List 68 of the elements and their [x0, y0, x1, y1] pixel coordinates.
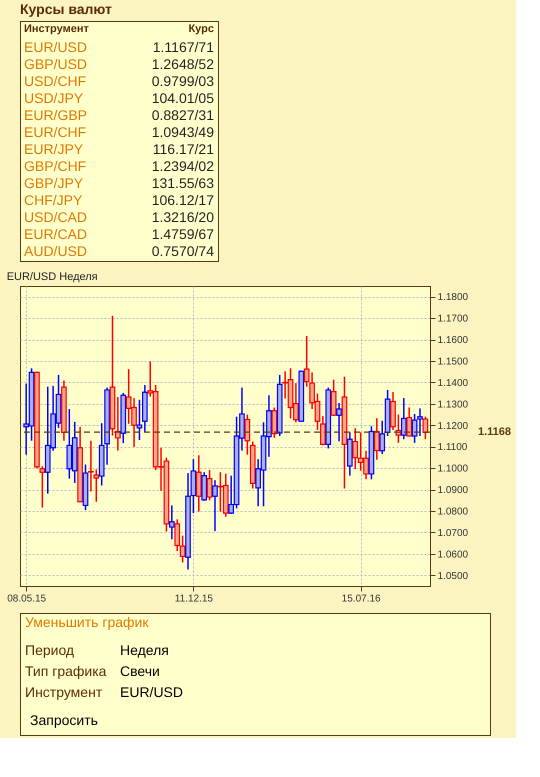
- y-tick-label: 1.1500: [438, 356, 469, 368]
- text: USD/JPY: [24, 90, 84, 106]
- candlestick: [212, 479, 218, 532]
- candlestick: [330, 378, 337, 417]
- text: 1.1167/71: [152, 39, 214, 55]
- text: Инструмент: [25, 684, 103, 700]
- text: Неделя: [120, 642, 169, 658]
- text: EUR/GBP: [24, 107, 88, 123]
- candlestick: [271, 406, 278, 438]
- x-tick-label: 15.07.16: [342, 594, 382, 604]
- text: 0.7570/74: [152, 243, 214, 259]
- y-tick-label: 1.0700: [438, 528, 469, 539]
- text: 1.2648/52: [152, 56, 214, 72]
- text: 106.12/17: [152, 192, 214, 208]
- y-tick-label: 1.1100: [438, 442, 468, 454]
- text: GBP/USD: [24, 56, 88, 72]
- chart-title: EUR/USD Неделя: [6, 271, 98, 283]
- text: Курс: [188, 23, 214, 35]
- text: EUR/USD: [120, 684, 184, 700]
- text: 0.8827/31: [152, 107, 214, 123]
- y-tick-label: 1.1800: [438, 292, 469, 304]
- text: 104.01/05: [152, 90, 214, 106]
- text: Свечи: [120, 663, 160, 679]
- text: USD/CAD: [24, 209, 88, 225]
- y-tick-label: 1.1400: [438, 378, 469, 389]
- text: Курсы валют: [20, 1, 112, 17]
- text: 0.9799/03: [152, 73, 214, 89]
- text: Уменьшить график: [25, 614, 150, 630]
- y-tick-label: 1.0800: [438, 506, 469, 518]
- text: 1.4759/67: [152, 226, 214, 242]
- y-tick-label: 1.1300: [438, 399, 469, 410]
- x-tick-label: 08.05.15: [7, 594, 47, 604]
- y-tick-label: 1.0900: [438, 485, 469, 496]
- x-tick-label: 11.12.15: [174, 594, 214, 604]
- text: Инструмент: [24, 23, 90, 35]
- text: EUR/CHF: [24, 124, 86, 140]
- text: Запросить: [30, 712, 98, 728]
- text: EUR/CAD: [24, 226, 88, 242]
- text: EUR/USD: [24, 39, 88, 55]
- y-tick-label: 1.0600: [438, 549, 469, 560]
- candlestick: [374, 417, 380, 461]
- y-tick-label: 1.0500: [438, 570, 469, 582]
- text: 1.2394/02: [152, 158, 214, 174]
- candlestick: [379, 420, 386, 455]
- text: GBP/JPY: [24, 175, 84, 191]
- text: CHF/JPY: [24, 192, 83, 208]
- text: Тип графика: [25, 663, 107, 679]
- candlestick: [422, 416, 428, 440]
- text: 131.55/63: [152, 175, 214, 191]
- text: GBP/CHF: [24, 158, 86, 174]
- text: EUR/JPY: [24, 141, 84, 157]
- text: AUD/USD: [24, 243, 88, 259]
- y-tick-label: 1.1200: [438, 420, 469, 432]
- y-tick-label: 1.1000: [438, 464, 469, 475]
- y-tick-label: 1.1700: [438, 314, 469, 325]
- candlestick: [400, 397, 407, 440]
- text: 116.17/21: [152, 141, 214, 157]
- candlestick: [206, 469, 212, 502]
- ref-line-label: 1.1168: [478, 426, 512, 438]
- candlestick: [244, 414, 250, 456]
- text: 1.3216/20: [152, 209, 214, 225]
- candlestick: [168, 504, 175, 540]
- y-tick-label: 1.1600: [438, 335, 469, 346]
- text: 1.0943/49: [152, 124, 214, 140]
- text: USD/CHF: [24, 73, 86, 89]
- candlestick: [196, 454, 202, 512]
- candlestick: [336, 402, 342, 442]
- text: Период: [25, 642, 74, 658]
